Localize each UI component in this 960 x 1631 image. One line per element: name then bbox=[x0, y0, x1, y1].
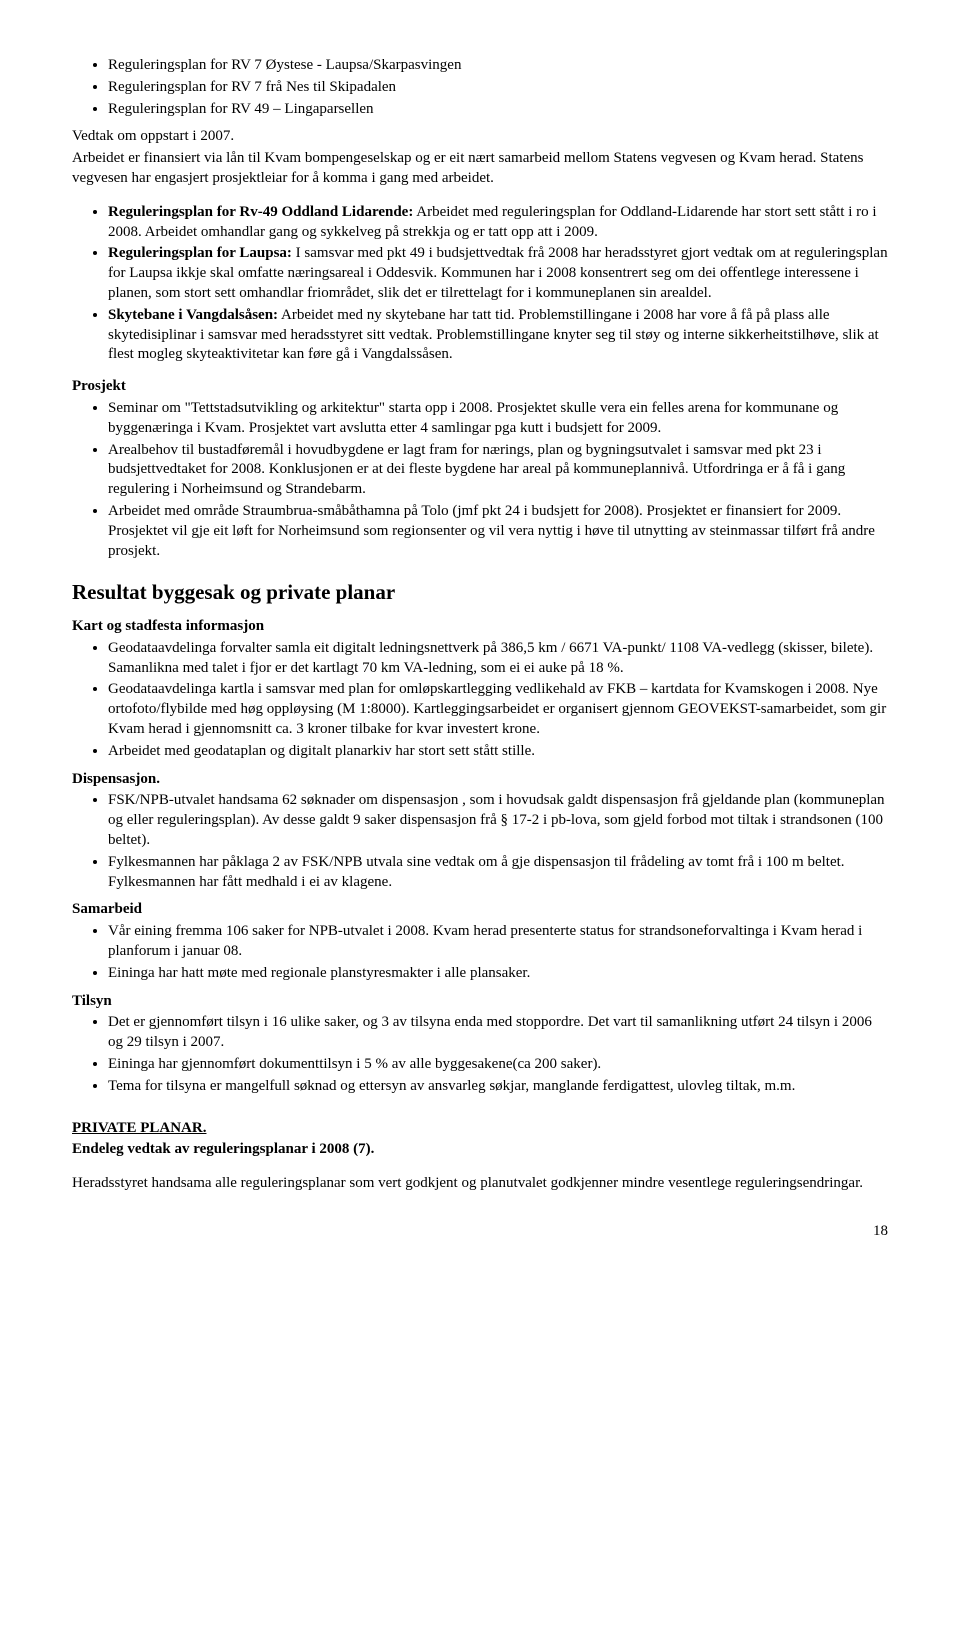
list-item: Geodataavdelinga forvalter samla eit dig… bbox=[108, 639, 888, 679]
list-item: Arealbehov til bustadføremål i hovudbygd… bbox=[108, 441, 888, 500]
resultat-heading: Resultat byggesak og private planar bbox=[72, 579, 888, 607]
intro-paragraph: Arbeidet er finansiert via lån til Kvam … bbox=[72, 149, 888, 189]
list-item: Eininga har gjennomført dokumenttilsyn i… bbox=[108, 1055, 888, 1075]
private-planar-heading-1: PRIVATE PLANAR. bbox=[72, 1119, 888, 1139]
dispensasjon-bullet-list: FSK/NPB-utvalet handsama 62 søknader om … bbox=[72, 791, 888, 892]
runin-bold: Reguleringsplan for Laupsa: bbox=[108, 245, 292, 261]
vedtak-line: Vedtak om oppstart i 2007. bbox=[72, 127, 888, 147]
list-item: Reguleringsplan for RV 7 Øystese - Laups… bbox=[108, 56, 888, 76]
kart-bullet-list: Geodataavdelinga forvalter samla eit dig… bbox=[72, 639, 888, 762]
list-item: Geodataavdelinga kartla i samsvar med pl… bbox=[108, 680, 888, 739]
list-item: Seminar om "Tettstadsutvikling og arkite… bbox=[108, 399, 888, 439]
tilsyn-heading: Tilsyn bbox=[72, 992, 888, 1012]
page-number: 18 bbox=[72, 1222, 888, 1242]
runin-bold: Skytebane i Vangdalsåsen: bbox=[108, 307, 278, 323]
list-item: Reguleringsplan for Laupsa: I samsvar me… bbox=[108, 244, 888, 303]
top-bullet-list: Reguleringsplan for RV 7 Øystese - Laups… bbox=[72, 56, 888, 119]
list-item: Skytebane i Vangdalsåsen: Arbeidet med n… bbox=[108, 306, 888, 365]
list-item: Reguleringsplan for RV 7 frå Nes til Ski… bbox=[108, 78, 888, 98]
list-item: Arbeidet med område Straumbrua-småbåtham… bbox=[108, 502, 888, 561]
dispensasjon-heading: Dispensasjon. bbox=[72, 770, 888, 790]
list-item: Eininga har hatt møte med regionale plan… bbox=[108, 964, 888, 984]
list-item: FSK/NPB-utvalet handsama 62 søknader om … bbox=[108, 791, 888, 850]
list-item: Reguleringsplan for Rv-49 Oddland Lidare… bbox=[108, 203, 888, 243]
private-planar-heading-2: Endeleg vedtak av reguleringsplanar i 20… bbox=[72, 1140, 888, 1160]
prosjekt-heading: Prosjekt bbox=[72, 377, 888, 397]
prosjekt-bullet-list: Seminar om "Tettstadsutvikling og arkite… bbox=[72, 399, 888, 561]
tilsyn-bullet-list: Det er gjennomført tilsyn i 16 ulike sak… bbox=[72, 1013, 888, 1096]
list-item: Tema for tilsyna er mangelfull søknad og… bbox=[108, 1077, 888, 1097]
list-item: Arbeidet med geodataplan og digitalt pla… bbox=[108, 742, 888, 762]
closing-paragraph: Heradsstyret handsama alle reguleringspl… bbox=[72, 1174, 888, 1194]
kart-heading: Kart og stadfesta informasjon bbox=[72, 617, 888, 637]
list-item: Vår eining fremma 106 saker for NPB-utva… bbox=[108, 922, 888, 962]
samarbeid-bullet-list: Vår eining fremma 106 saker for NPB-utva… bbox=[72, 922, 888, 983]
plan-bullet-list: Reguleringsplan for Rv-49 Oddland Lidare… bbox=[72, 203, 888, 365]
list-item: Det er gjennomført tilsyn i 16 ulike sak… bbox=[108, 1013, 888, 1053]
samarbeid-heading: Samarbeid bbox=[72, 900, 888, 920]
list-item: Fylkesmannen har påklaga 2 av FSK/NPB ut… bbox=[108, 853, 888, 893]
list-item: Reguleringsplan for RV 49 – Lingaparsell… bbox=[108, 100, 888, 120]
runin-bold: Reguleringsplan for Rv-49 Oddland Lidare… bbox=[108, 204, 413, 220]
